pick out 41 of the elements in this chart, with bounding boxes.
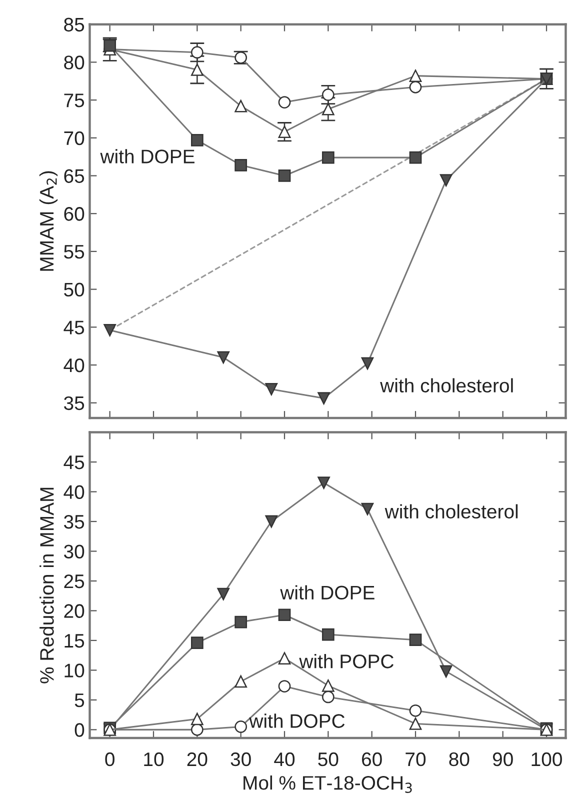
y-tick-label: 40 bbox=[64, 485, 84, 499]
x-tick-label: 0 bbox=[105, 752, 114, 766]
y-tick-label: 20 bbox=[64, 604, 84, 618]
y-tick-label: 70 bbox=[64, 131, 84, 146]
y-tick-label: 60 bbox=[64, 207, 84, 221]
x-tick-label: 70 bbox=[406, 752, 426, 766]
y-tick-label: 80 bbox=[64, 56, 84, 70]
y-tick-label: 45 bbox=[64, 320, 84, 334]
annotation: with DOPC bbox=[249, 714, 345, 728]
annotation: with DOPE bbox=[100, 149, 194, 164]
y-tick-label: 75 bbox=[64, 94, 84, 108]
annotation: with DOPE bbox=[280, 585, 374, 600]
annotation: with POPC bbox=[299, 654, 394, 668]
y-tick-label: 85 bbox=[64, 18, 84, 32]
y-axis-title: MMAM (A$_{2}$) bbox=[39, 171, 58, 271]
x-tick-label: 50 bbox=[318, 752, 338, 766]
y-tick-label: 15 bbox=[64, 634, 84, 648]
y-tick-label: 30 bbox=[64, 544, 84, 558]
y-tick-label: 25 bbox=[64, 574, 84, 588]
y-axis-title: % Reduction in MMAM bbox=[40, 488, 54, 684]
x-axis-title: Mol % ET-18-OCH$_{3}$ bbox=[244, 775, 412, 793]
x-tick-label: 60 bbox=[362, 752, 382, 766]
x-tick-label: 100 bbox=[532, 752, 562, 766]
y-tick-label: 40 bbox=[64, 358, 84, 372]
x-tick-label: 20 bbox=[187, 752, 208, 766]
annotation: with cholesterol bbox=[384, 504, 518, 519]
x-tick-label: 90 bbox=[492, 752, 513, 766]
x-tick-label: 40 bbox=[274, 752, 295, 766]
y-tick-label: 0 bbox=[74, 723, 84, 737]
y-tick-label: 35 bbox=[64, 396, 84, 410]
x-tick-label: 80 bbox=[449, 752, 470, 766]
y-tick-label: 65 bbox=[64, 169, 84, 183]
x-tick-label: 10 bbox=[144, 752, 164, 766]
x-tick-label: 30 bbox=[230, 752, 251, 766]
annotation: with cholesterol bbox=[380, 378, 513, 393]
y-tick-label: 45 bbox=[64, 456, 84, 470]
y-tick-label: 55 bbox=[64, 245, 84, 259]
y-tick-label: 5 bbox=[74, 694, 84, 708]
y-tick-label: 10 bbox=[64, 664, 84, 678]
y-tick-label: 35 bbox=[64, 514, 84, 529]
y-tick-label: 50 bbox=[64, 282, 84, 297]
